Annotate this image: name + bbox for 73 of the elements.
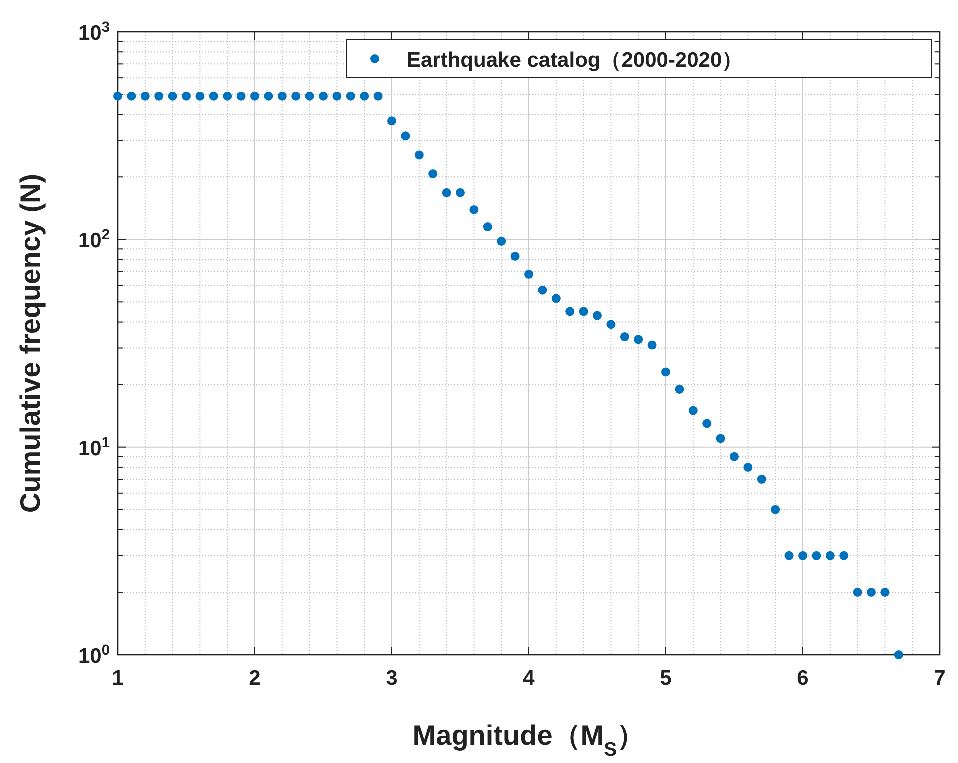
point [744,462,753,472]
point [716,434,726,444]
point [730,452,739,462]
point [688,406,698,416]
point [606,320,616,330]
point [784,551,794,560]
point [250,92,260,101]
x-axis-title: Magnitude（M$_{S}$） [412,720,646,761]
point [332,92,342,101]
point [880,588,890,597]
point [497,236,506,246]
point [648,340,657,350]
point [634,335,644,344]
point [620,332,630,342]
point [579,307,588,316]
point [702,419,712,428]
point [771,505,780,514]
point [388,116,396,126]
point [305,92,314,101]
point [510,252,520,261]
x-tick-label: 5 [660,667,672,690]
point [319,92,328,101]
point [154,92,164,101]
point [853,588,862,597]
y-tick-label: 10$^{0}$ [78,643,110,668]
x-tick-label: 6 [797,667,809,690]
x-tick-label: 3 [386,667,398,690]
point [414,150,424,160]
y-tick-label: 10$^{1}$ [78,435,110,460]
point [593,311,602,320]
x-tick-label: 7 [934,667,946,690]
point [483,222,492,232]
point [209,92,218,101]
point [538,286,548,295]
y-tick-label: 10$^{3}$ [78,20,110,45]
x-tick-label: 1 [112,667,124,690]
point [346,92,356,101]
y-tick-label: 10$^{2}$ [78,228,110,253]
point [428,170,438,179]
point [196,92,205,101]
x-tick-label: 2 [249,667,261,690]
x-tick-label: 4 [523,667,536,690]
point [524,270,534,279]
point [401,132,410,141]
point [798,551,808,560]
y-axis-title: Cumulative frequency (N) [15,174,46,514]
point [182,92,191,101]
point [456,188,465,198]
point [894,650,904,660]
point [552,294,561,304]
point [374,92,383,101]
point [223,92,232,101]
point [867,588,876,597]
point [236,92,246,101]
point [278,92,287,101]
point [442,188,452,198]
legend-label: Earthquake catalog（2000-2020） [407,49,744,72]
point [360,92,370,101]
point [826,551,835,560]
point [140,92,150,101]
point [127,92,136,101]
point [675,384,684,394]
point [757,475,766,484]
point [812,551,822,560]
point [470,205,479,214]
point [292,92,301,101]
point [566,307,575,316]
point [662,368,670,377]
point [840,551,849,560]
point [264,92,274,101]
point [168,92,178,101]
point [114,92,122,101]
legend: Earthquake catalog（2000-2020） [346,40,932,78]
